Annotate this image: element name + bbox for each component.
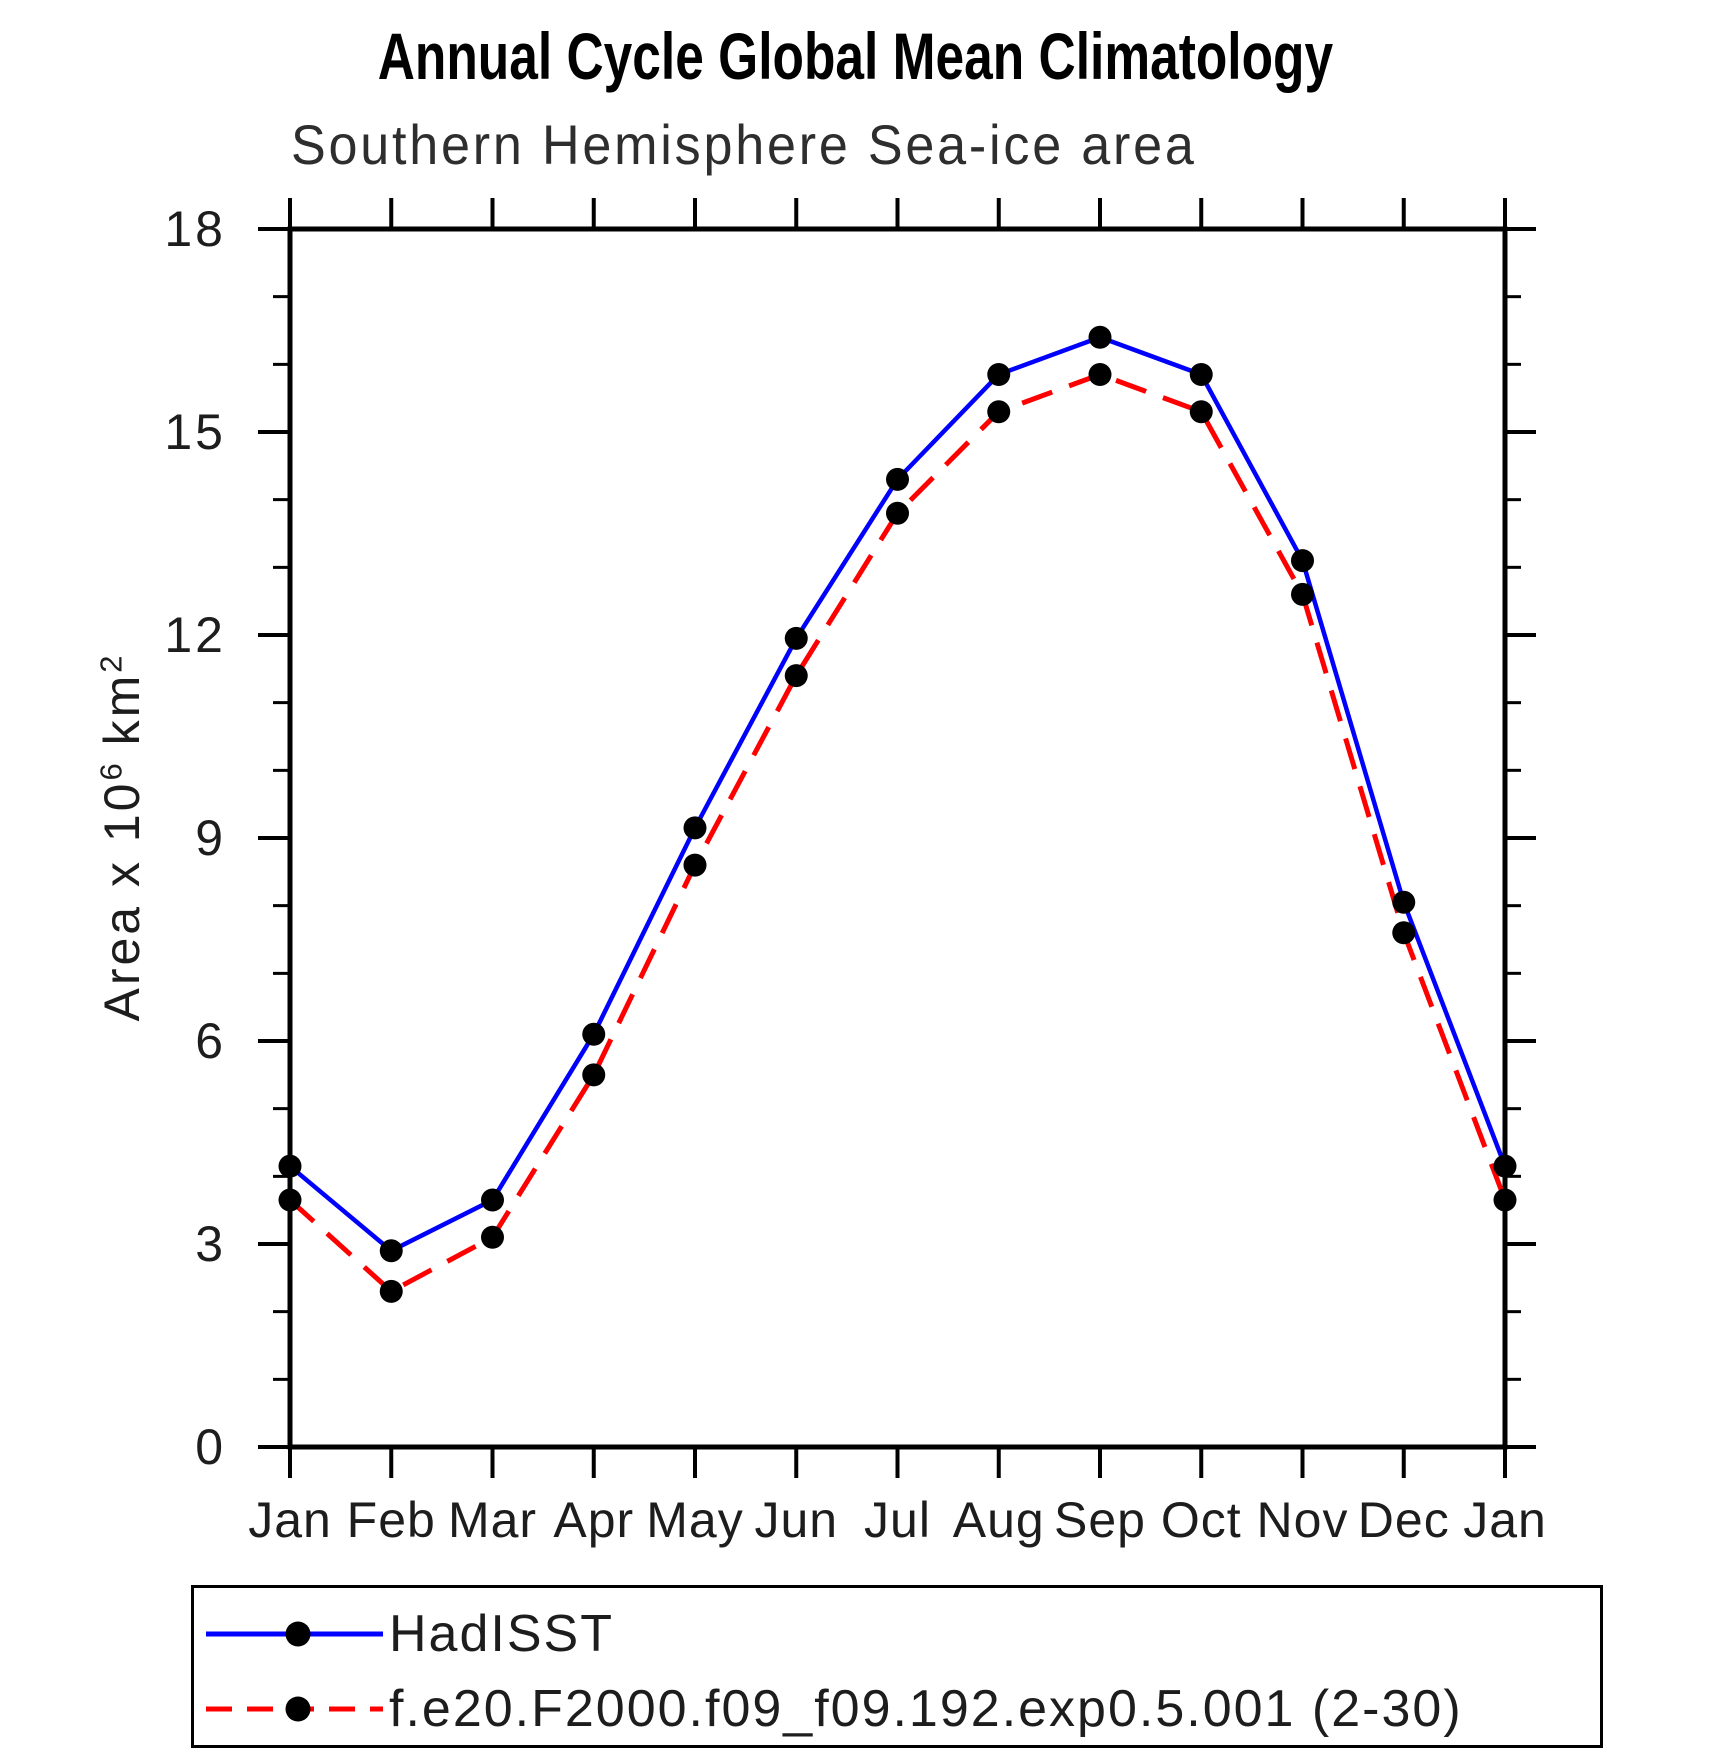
data-point-hadisst-dec-11 [1392,890,1416,914]
data-point-hadisst-may-4 [683,816,707,840]
x-tick-label: Aug [953,1492,1045,1548]
y-tick-label: 9 [195,810,226,866]
data-point-model-jan-0 [278,1188,302,1212]
data-point-hadisst-jan-12 [1493,1154,1517,1178]
x-tick-label: Sep [1054,1492,1146,1548]
data-point-hadisst-aug-7 [987,362,1011,386]
data-point-model-dec-11 [1392,921,1416,945]
data-point-hadisst-jan-0 [278,1154,302,1178]
data-point-hadisst-jul-6 [886,467,909,491]
x-tick-label: Jan [1463,1492,1547,1548]
data-point-model-mar-2 [481,1225,504,1249]
data-point-hadisst-jun-5 [784,626,808,650]
legend-box: HadISST f.e20.F2000.f09_f09.192.exp0.5.0… [191,1585,1603,1748]
x-tick-label: Apr [553,1492,634,1548]
legend-sample-solid-line [206,1621,383,1647]
data-point-model-nov-10 [1291,582,1314,606]
data-point-hadisst-apr-3 [582,1022,606,1046]
data-point-model-oct-9 [1189,400,1213,424]
y-tick-label: 0 [195,1419,226,1475]
data-point-hadisst-feb-1 [379,1239,403,1263]
legend-label-model: f.e20.F2000.f09_f09.192.exp0.5.001 (2-30… [389,1680,1463,1738]
chart-subtitle: Southern Hemisphere Sea-ice area [291,112,1265,177]
x-tick-label: Mar [448,1492,537,1548]
legend-label-hadisst: HadISST [389,1605,614,1663]
x-tick-label: Oct [1161,1492,1242,1548]
y-tick-label: 6 [195,1013,226,1069]
data-point-model-aug-7 [987,400,1011,424]
x-tick-label: Jul [864,1492,931,1548]
legend-item-model: f.e20.F2000.f09_f09.192.exp0.5.001 (2-30… [202,1683,1463,1735]
data-point-model-jul-6 [886,501,909,525]
x-tick-label: Nov [1257,1492,1349,1548]
y-tick-label: 3 [195,1216,226,1272]
legend-marker-model [285,1696,311,1722]
x-tick-label: Jan [248,1492,332,1548]
chart-subtitle-text: Southern Hemisphere Sea-ice area [291,113,1197,176]
data-point-model-apr-3 [582,1063,606,1087]
data-point-model-sep-8 [1088,362,1112,386]
y-tick-label: 18 [164,201,226,257]
x-tick-label: May [646,1492,743,1548]
data-point-model-may-4 [683,853,707,877]
data-point-hadisst-oct-9 [1189,362,1213,386]
chart-title: Annual Cycle Global Mean Climatology [0,18,1710,94]
x-tick-label: Dec [1358,1492,1450,1548]
data-point-hadisst-sep-8 [1088,325,1112,349]
plot-frame [287,226,1508,1450]
y-tick-label: 12 [164,607,226,663]
data-point-hadisst-nov-10 [1291,549,1314,573]
chart-title-text: Annual Cycle Global Mean Climatology [377,19,1333,93]
data-point-model-feb-1 [379,1279,403,1303]
legend-sample-dashed-line [206,1696,383,1722]
x-tick-label: Feb [347,1492,436,1548]
data-point-model-jan-12 [1493,1188,1517,1212]
legend-marker-hadisst [285,1621,311,1647]
legend-item-hadisst: HadISST [202,1608,614,1660]
y-tick-label: 15 [164,404,226,460]
data-point-model-jun-5 [784,664,808,688]
data-point-hadisst-mar-2 [481,1188,504,1212]
x-tick-label: Jun [754,1492,838,1548]
